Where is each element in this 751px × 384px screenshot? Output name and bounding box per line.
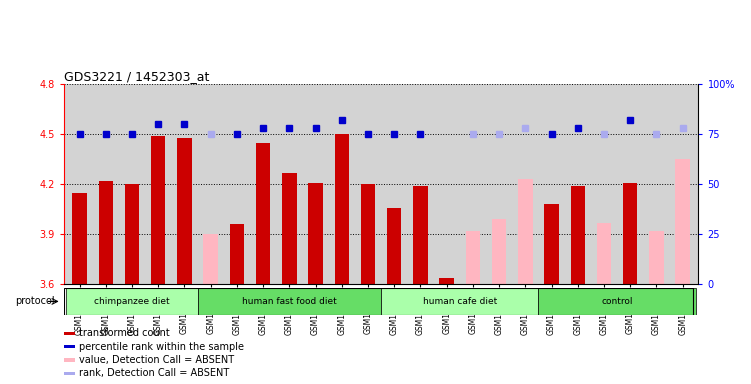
Bar — [177, 138, 192, 284]
Text: control: control — [602, 297, 633, 306]
Bar — [650, 231, 664, 284]
Text: human fast food diet: human fast food diet — [242, 297, 336, 306]
Bar — [204, 234, 218, 284]
Text: human cafe diet: human cafe diet — [423, 297, 497, 306]
Text: percentile rank within the sample: percentile rank within the sample — [79, 341, 244, 352]
Bar — [198, 288, 381, 315]
Bar — [256, 143, 270, 284]
Text: rank, Detection Call = ABSENT: rank, Detection Call = ABSENT — [79, 368, 229, 379]
Bar — [597, 223, 611, 284]
Bar — [64, 358, 75, 362]
Bar — [64, 345, 75, 348]
Bar — [544, 204, 559, 284]
Bar — [230, 224, 244, 284]
Text: protocol: protocol — [15, 296, 55, 306]
Text: transformed count: transformed count — [79, 328, 170, 338]
Bar — [64, 372, 75, 375]
Bar — [151, 136, 165, 284]
Bar — [98, 181, 113, 284]
Bar — [125, 184, 139, 284]
Text: GDS3221 / 1452303_at: GDS3221 / 1452303_at — [64, 70, 210, 83]
Text: chimpanzee diet: chimpanzee diet — [94, 297, 170, 306]
Bar — [309, 183, 323, 284]
Text: value, Detection Call = ABSENT: value, Detection Call = ABSENT — [79, 355, 234, 365]
Bar — [675, 159, 690, 284]
Bar — [538, 288, 696, 315]
Bar — [518, 179, 532, 284]
Bar — [623, 183, 638, 284]
Bar — [64, 331, 75, 335]
Bar — [387, 208, 402, 284]
Bar — [282, 173, 297, 284]
Bar — [439, 278, 454, 284]
Bar — [335, 134, 349, 284]
Bar — [381, 288, 538, 315]
Bar — [413, 186, 427, 284]
Bar — [466, 231, 480, 284]
Bar — [360, 184, 376, 284]
Bar — [72, 193, 87, 284]
Bar — [571, 186, 585, 284]
Bar — [492, 219, 506, 284]
Bar — [66, 288, 198, 315]
